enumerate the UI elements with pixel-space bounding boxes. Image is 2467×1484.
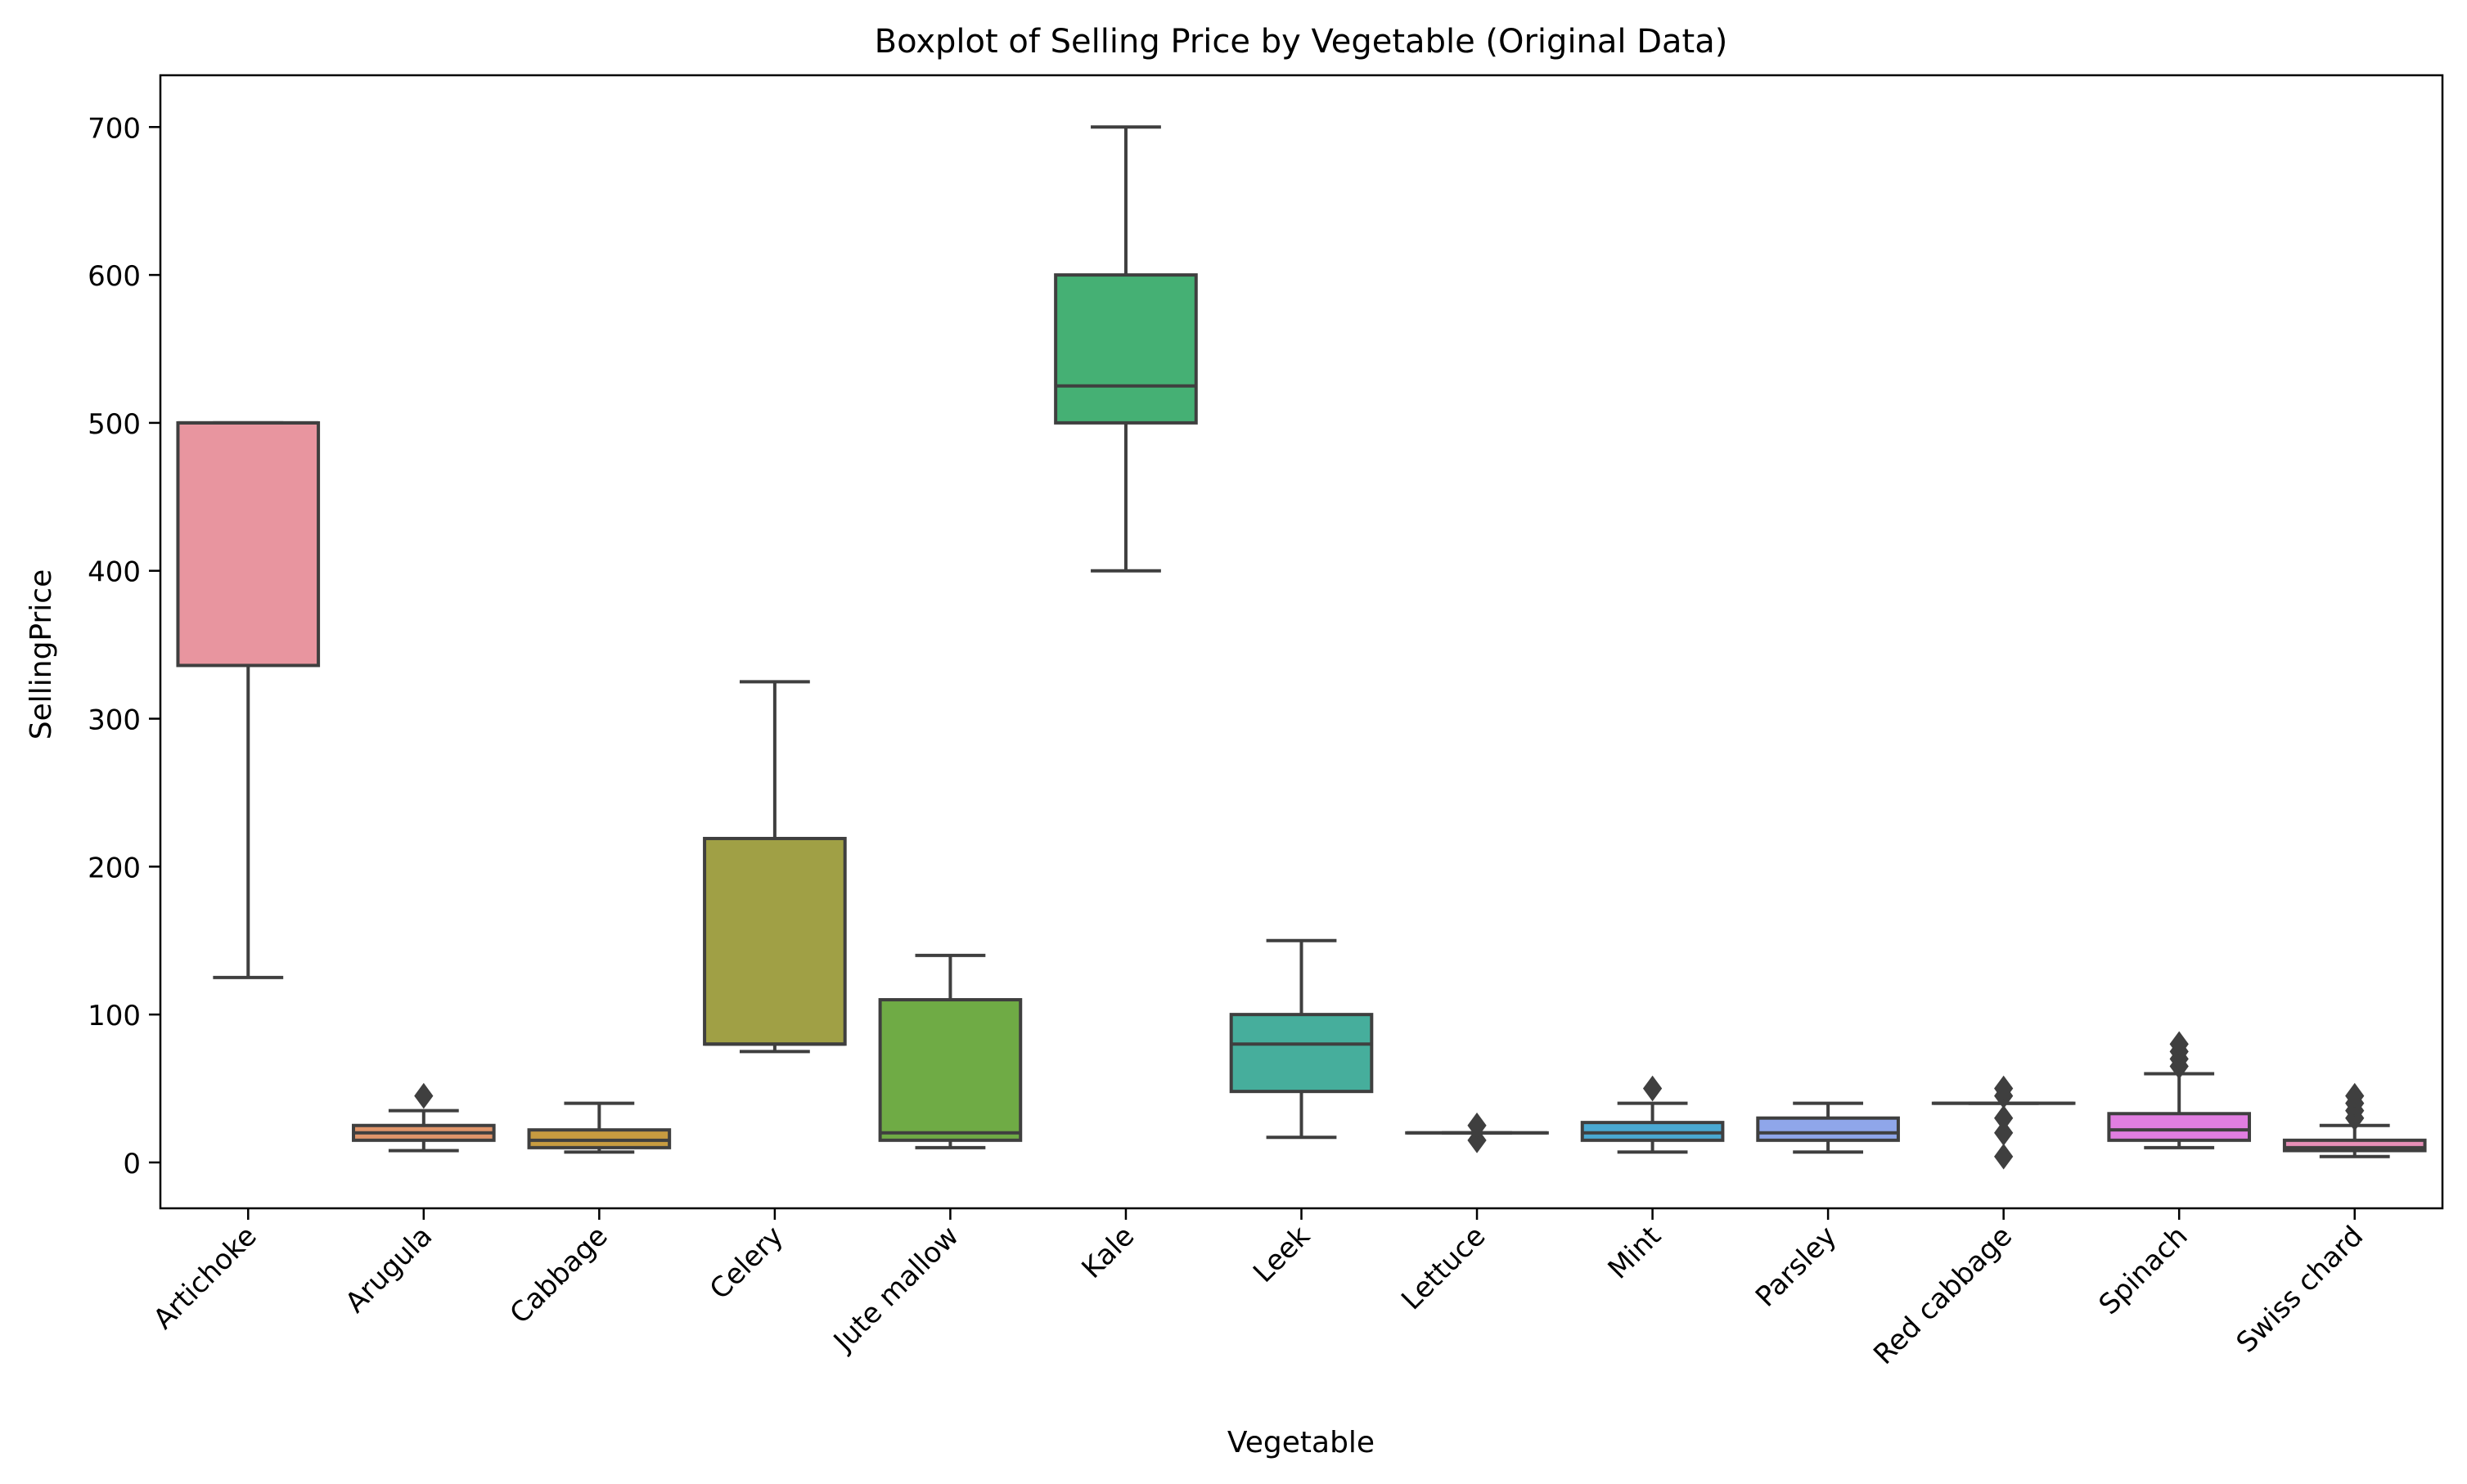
box-spinach — [2107, 1031, 2252, 1149]
box-arugula — [351, 1082, 496, 1153]
y-axis: 0 100 200 300 400 500 600 700 — [88, 112, 160, 1180]
y-tick-label: 0 — [123, 1148, 141, 1180]
box-lettuce — [1405, 1112, 1549, 1153]
outlier-point — [1642, 1075, 1663, 1102]
outlier-point — [2169, 1031, 2189, 1058]
y-tick-label: 200 — [88, 852, 141, 884]
box-leek — [1229, 938, 1374, 1140]
outlier-point — [1994, 1143, 2014, 1170]
y-tick-label: 100 — [88, 1000, 141, 1032]
outlier-point — [414, 1082, 434, 1109]
iqr-box — [703, 836, 847, 1046]
chart-title: Boxplot of Selling Price by Vegetable (O… — [875, 23, 1728, 61]
box-kale — [1054, 125, 1198, 573]
y-tick-label: 700 — [88, 112, 141, 145]
iqr-box — [2107, 1112, 2252, 1142]
outlier-point — [1994, 1119, 2014, 1146]
x-axis-label: Vegetable — [1227, 1426, 1375, 1459]
box-mint — [1580, 1075, 1725, 1154]
outlier-point — [1467, 1126, 1487, 1153]
iqr-box — [1229, 1013, 1374, 1094]
y-tick-label: 300 — [88, 704, 141, 737]
box-celery — [703, 680, 847, 1054]
outlier-point — [1994, 1104, 2014, 1131]
box-artichoke — [176, 420, 321, 979]
plot-frame — [159, 74, 2444, 1210]
y-tick-label: 500 — [88, 408, 141, 441]
box-parsley — [1756, 1101, 1900, 1154]
box-cabbage — [527, 1101, 672, 1154]
box-series — [176, 125, 2427, 1170]
y-tick-label: 400 — [88, 556, 141, 589]
iqr-box — [176, 420, 321, 668]
outlier-point — [1467, 1112, 1487, 1139]
box-jute-mallow — [878, 953, 1023, 1149]
box-swiss-chard — [2282, 1082, 2427, 1158]
iqr-box — [878, 998, 1023, 1142]
y-tick-label: 600 — [88, 260, 141, 293]
iqr-box — [1054, 273, 1198, 425]
y-axis-label: SellingPrice — [25, 569, 58, 740]
outlier-point — [1994, 1075, 2014, 1102]
box-red-cabbage — [1931, 1075, 2076, 1170]
iqr-box — [1756, 1116, 1900, 1142]
outlier-point — [2345, 1082, 2365, 1109]
